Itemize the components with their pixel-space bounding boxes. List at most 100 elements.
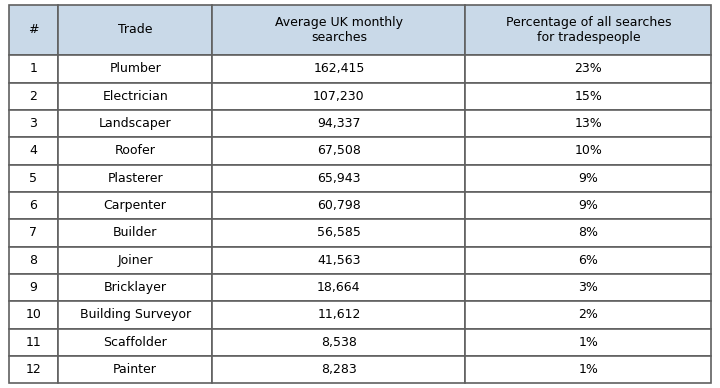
Bar [9, 356, 58, 383]
Bar [465, 55, 711, 83]
Text: 6: 6 [30, 199, 37, 212]
Bar [465, 219, 711, 247]
Bar [9, 5, 58, 55]
Bar [58, 329, 212, 356]
Text: Average UK monthly
searches: Average UK monthly searches [275, 16, 403, 44]
Bar [58, 301, 212, 329]
Bar [212, 83, 465, 110]
Text: 2: 2 [30, 90, 37, 103]
Bar [465, 247, 711, 274]
Text: 8: 8 [30, 254, 37, 267]
Text: 11,612: 11,612 [318, 308, 361, 322]
Text: 8,538: 8,538 [321, 336, 357, 349]
Text: Plumber: Plumber [109, 62, 161, 75]
Text: 2%: 2% [578, 308, 598, 322]
Bar [212, 219, 465, 247]
Text: Joiner: Joiner [117, 254, 153, 267]
Bar [9, 165, 58, 192]
Text: 12: 12 [25, 363, 41, 376]
Text: 1%: 1% [578, 336, 598, 349]
Bar [9, 110, 58, 137]
Bar [212, 55, 465, 83]
Text: Building Surveyor: Building Surveyor [80, 308, 191, 322]
Bar [58, 356, 212, 383]
Text: 15%: 15% [575, 90, 603, 103]
Text: 107,230: 107,230 [313, 90, 365, 103]
Text: 10: 10 [25, 308, 41, 322]
Bar [465, 274, 711, 301]
Text: Electrician: Electrician [102, 90, 168, 103]
Bar [9, 247, 58, 274]
Bar [58, 274, 212, 301]
Text: 60,798: 60,798 [317, 199, 361, 212]
Text: 23%: 23% [575, 62, 602, 75]
Bar [58, 110, 212, 137]
Text: 8,283: 8,283 [321, 363, 357, 376]
Bar [465, 83, 711, 110]
Text: 5: 5 [30, 172, 37, 185]
Text: 9: 9 [30, 281, 37, 294]
Text: 56,585: 56,585 [317, 227, 361, 239]
Text: Percentage of all searches
for tradespeople: Percentage of all searches for tradespeo… [505, 16, 671, 44]
Text: 13%: 13% [575, 117, 602, 130]
Bar [212, 274, 465, 301]
Text: Bricklayer: Bricklayer [104, 281, 166, 294]
Bar [212, 356, 465, 383]
Text: 65,943: 65,943 [318, 172, 361, 185]
Text: 6%: 6% [578, 254, 598, 267]
Text: 41,563: 41,563 [318, 254, 361, 267]
Bar [465, 356, 711, 383]
Text: 11: 11 [25, 336, 41, 349]
Text: 3: 3 [30, 117, 37, 130]
Bar [9, 329, 58, 356]
Text: 67,508: 67,508 [317, 144, 361, 158]
Text: 7: 7 [30, 227, 37, 239]
Bar [58, 192, 212, 219]
Text: Painter: Painter [113, 363, 157, 376]
Text: 10%: 10% [575, 144, 603, 158]
Bar [58, 83, 212, 110]
Text: 162,415: 162,415 [313, 62, 364, 75]
Text: Plasterer: Plasterer [107, 172, 163, 185]
Text: Landscaper: Landscaper [99, 117, 171, 130]
Bar [212, 165, 465, 192]
Bar [9, 192, 58, 219]
Text: #: # [28, 23, 38, 36]
Bar [465, 301, 711, 329]
Bar [465, 329, 711, 356]
Bar [9, 55, 58, 83]
Bar [9, 83, 58, 110]
Bar [465, 5, 711, 55]
Text: 3%: 3% [578, 281, 598, 294]
Bar [9, 301, 58, 329]
Bar [212, 137, 465, 165]
Text: Trade: Trade [118, 23, 153, 36]
Bar [465, 110, 711, 137]
Text: 1%: 1% [578, 363, 598, 376]
Text: 4: 4 [30, 144, 37, 158]
Text: Carpenter: Carpenter [104, 199, 166, 212]
Bar [58, 247, 212, 274]
Bar [212, 5, 465, 55]
Text: 1: 1 [30, 62, 37, 75]
Text: 18,664: 18,664 [318, 281, 361, 294]
Text: 9%: 9% [578, 172, 598, 185]
Bar [212, 247, 465, 274]
Bar [465, 165, 711, 192]
Bar [58, 165, 212, 192]
Text: 94,337: 94,337 [318, 117, 361, 130]
Text: 8%: 8% [578, 227, 598, 239]
Bar [9, 137, 58, 165]
Text: 9%: 9% [578, 199, 598, 212]
Bar [58, 137, 212, 165]
Bar [465, 137, 711, 165]
Bar [58, 219, 212, 247]
Bar [9, 274, 58, 301]
Bar [465, 192, 711, 219]
Bar [212, 192, 465, 219]
Text: Builder: Builder [113, 227, 157, 239]
Bar [212, 110, 465, 137]
Bar [58, 5, 212, 55]
Text: Roofer: Roofer [114, 144, 156, 158]
Text: Scaffolder: Scaffolder [103, 336, 167, 349]
